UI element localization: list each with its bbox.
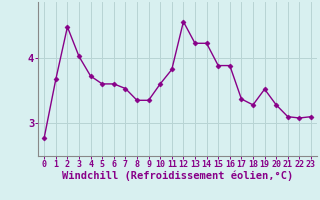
X-axis label: Windchill (Refroidissement éolien,°C): Windchill (Refroidissement éolien,°C): [62, 171, 293, 181]
